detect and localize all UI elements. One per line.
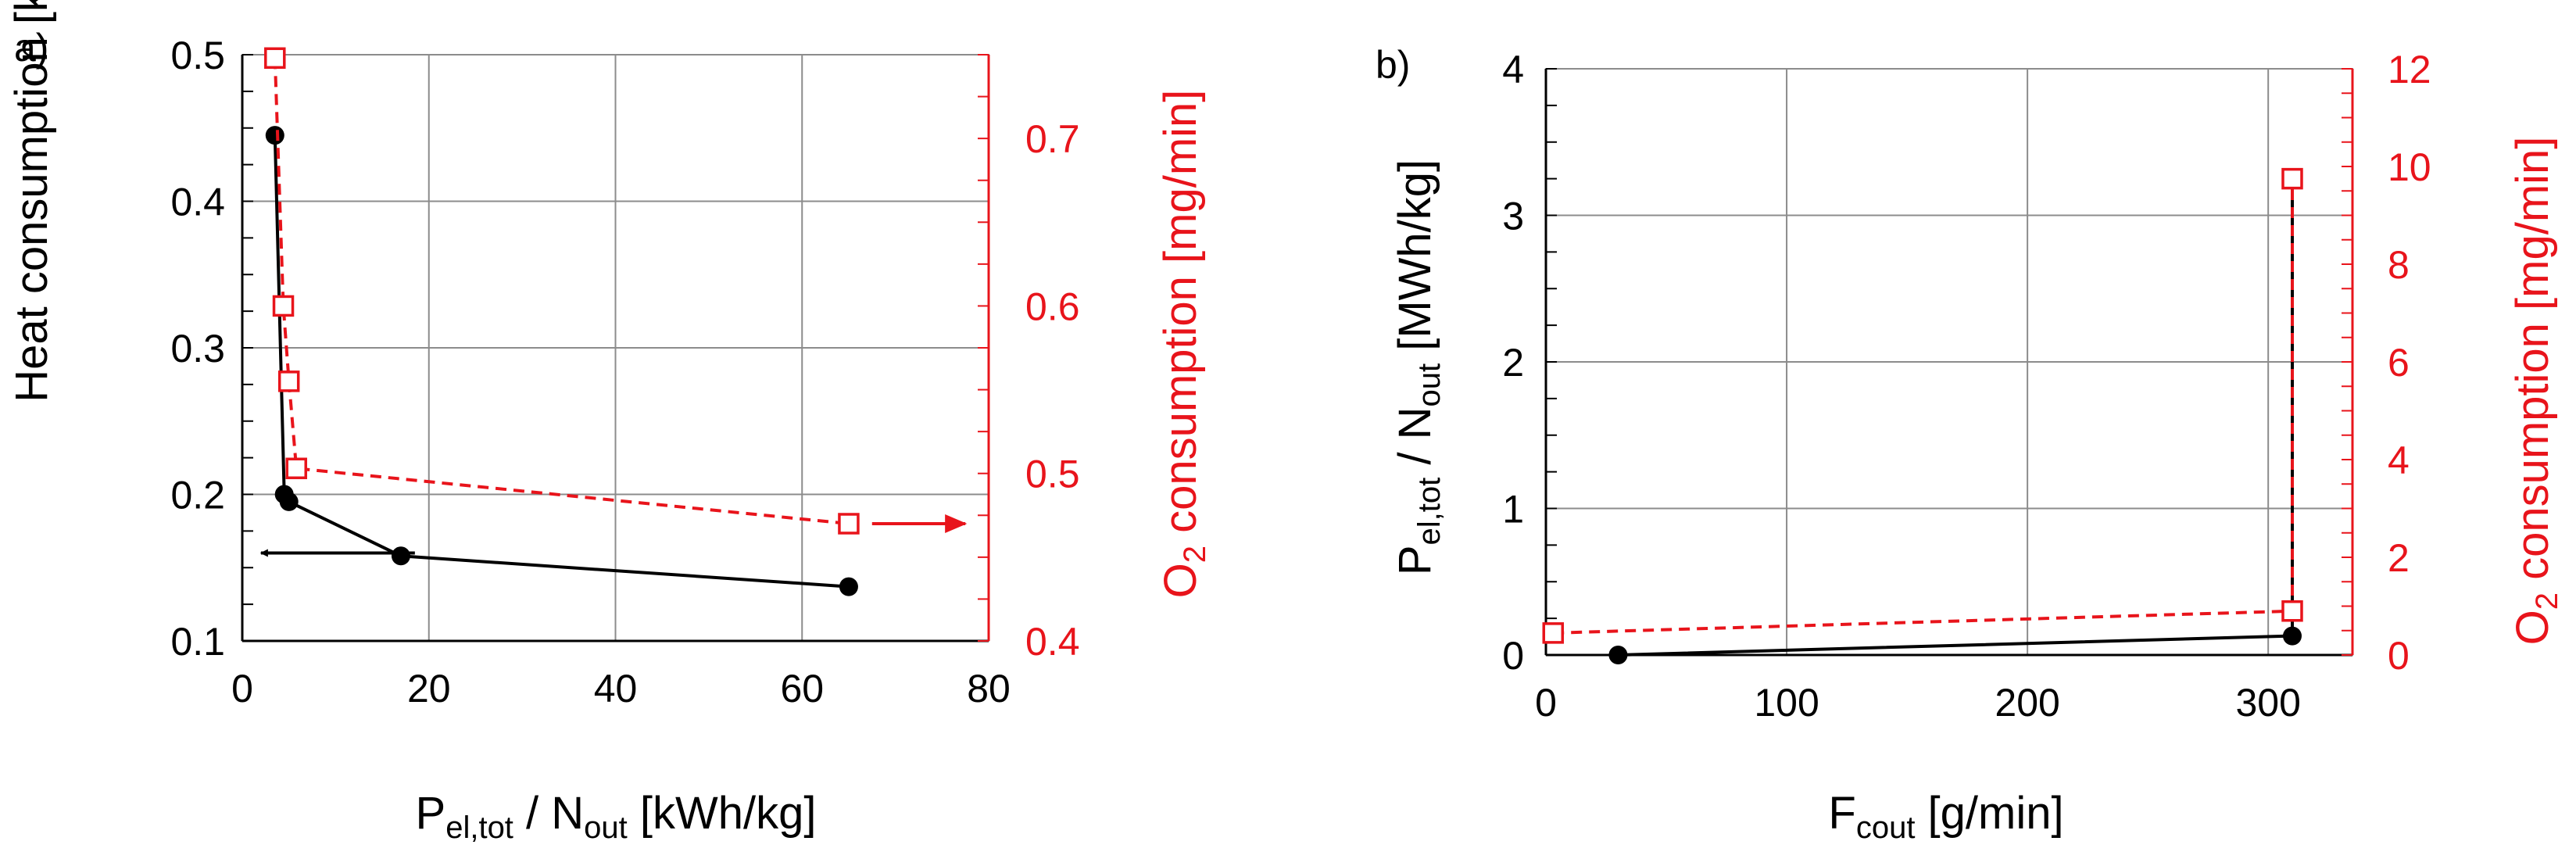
panel-a-ticks: 0 20 40 60 80 0.1 0.2 0.3 0.4 0.5 0.4 0.5 0.6 0.7 [170, 34, 1079, 710]
panel-b-y2-axis-label: O2 consumption [mg/min] [2507, 137, 2564, 646]
panel-b-y2-tick-label: 2 [2388, 536, 2410, 580]
panel-b-series-1-line [1553, 178, 2294, 635]
panel-b-x-tick-label: 300 [2235, 681, 2300, 725]
panel-a-y2-tick-label: 0.6 [1025, 285, 1080, 328]
panel-b-x-label-main: F [1828, 788, 1855, 839]
panel-a-x-axis-label: Pel,tot / Nout [kWh/kg] [416, 788, 817, 845]
panel-b-y2-tick-label: 8 [2388, 243, 2410, 287]
panel-b-y2-label-main: O [2507, 610, 2558, 645]
panel-b-series-1-point-1 [2281, 600, 2303, 622]
panel-b-y2-label-tail: consumption [mg/min] [2507, 137, 2558, 592]
panel-a-y-tick-label: 0.2 [170, 474, 225, 517]
panel-b-grid [1545, 68, 2353, 656]
panel-b-y2-tick-label: 12 [2388, 48, 2431, 91]
panel-b-x-tick-label: 200 [1995, 681, 2059, 725]
panel-a-y-tick-label: 0.5 [170, 34, 225, 77]
panel-b-x-tick-label: 100 [1754, 681, 1819, 725]
panel-a-series [264, 47, 860, 596]
panel-a-series-0-point-3 [391, 546, 410, 566]
panel-b-y-tick-label: 4 [1502, 48, 1524, 91]
panel-a-y2-label-tail: consumption [mg/min] [1155, 90, 1206, 546]
panel-a-series-1-point-3 [285, 457, 307, 480]
panel-b-y-tick-label: 1 [1502, 488, 1524, 532]
panel-a-y-axis-label: Heat consumption [kW] [6, 0, 57, 403]
panel-a-series-1-point-4 [838, 513, 860, 535]
panel-b-y2-tick-label: 4 [2388, 438, 2410, 482]
panel-b-x-tick-label: 0 [1535, 681, 1557, 725]
panel-a-x-tick-label: 60 [780, 667, 824, 710]
panel-b-y-label-mid: / N [1390, 407, 1440, 478]
panel-a-y2-label-sub: 2 [1178, 546, 1212, 563]
panel-a-x-label-mid: / N [513, 788, 584, 839]
panel-a-x-tick-label: 80 [967, 667, 1011, 710]
panel-b-series [1542, 167, 2303, 664]
panel-a-x-label-tail: [kWh/kg] [628, 788, 817, 839]
panel-b-y2-tick-label: 10 [2388, 145, 2431, 189]
panel-b-x-label-sub: cout [1856, 811, 1916, 845]
panel-a-series-1-point-1 [272, 295, 295, 317]
panel-a-series-1-point-0 [264, 47, 286, 70]
panel-a-y2-axis-label: O2 consumption [mg/min] [1155, 90, 1212, 599]
panel-a-series-0-point-2 [279, 492, 299, 511]
panel-a-x-label-sub2: out [584, 811, 628, 845]
panel-a-y2-label-main: O [1155, 563, 1206, 598]
panel-b-series-1-point-0 [1542, 622, 1564, 644]
panel-a-x-label-sub: el,tot [445, 811, 513, 845]
panel-a-x-tick-label: 0 [231, 667, 253, 710]
panel-b-x-label-tail: [g/min] [1915, 788, 2063, 839]
panel-a-y2-tick-label: 0.4 [1025, 620, 1080, 664]
panel-b-y-tick-label: 3 [1502, 195, 1524, 238]
panel-b-y-label-sub2: out [1412, 363, 1447, 407]
panel-b-label: b) [1376, 43, 1410, 87]
panel-a-x-label-main: P [416, 788, 446, 839]
panel-a-y-tick-label: 0.4 [170, 181, 225, 224]
chart-panel-a: a) 0 20 40 60 800.10.20.30.40.50.40.50.60.7 … [6, 0, 1212, 845]
panel-b-y-label-sub: el,tot [1412, 478, 1447, 546]
panel-a-y-tick-label: 0.1 [170, 620, 225, 664]
panel-b-y2-tick-label: 0 [2388, 634, 2410, 678]
panel-a-x-tick-label: 40 [594, 667, 638, 710]
panel-a-y2-tick-label: 0.7 [1025, 117, 1080, 161]
panel-a-axes [241, 54, 990, 642]
panel-a-y2-tick-label: 0.5 [1025, 453, 1080, 496]
panel-b-y-axis-label: Pel,tot / Nout [MWh/kg] [1390, 159, 1447, 575]
panel-a-y-tick-label: 0.3 [170, 327, 225, 370]
panel-a-series-1-point-2 [277, 370, 300, 392]
panel-a-series-1-line [273, 58, 850, 525]
panel-a-series-0-point-0 [265, 126, 284, 145]
panel-a-x-tick-label: 20 [407, 667, 451, 710]
panel-a-arrows [259, 514, 968, 557]
panel-b-y2-tick-label: 6 [2388, 341, 2410, 385]
panel-b-y-tick-label: 0 [1502, 634, 1524, 678]
panel-b-series-0-point-1 [2282, 626, 2302, 646]
panel-b-series-0-point-0 [1608, 646, 1628, 664]
panel-b-y-label-tail: [MWh/kg] [1390, 159, 1440, 363]
panel-b-axes [1544, 68, 2354, 657]
panel-a-label: a) [14, 26, 48, 70]
panel-a-series-0-point-4 [839, 577, 858, 596]
panel-b-series-0-line [1618, 178, 2294, 657]
panel-b-y-tick-label: 2 [1502, 341, 1524, 385]
panel-b-series-1-point-2 [2281, 167, 2303, 190]
panel-a-series-0-line [273, 135, 850, 589]
panel-b-y-label-main: P [1390, 545, 1440, 575]
panel-b-y2-label-sub: 2 [2530, 592, 2564, 610]
panel-b-x-axis-label: Fcout [g/min] [1828, 788, 2063, 845]
